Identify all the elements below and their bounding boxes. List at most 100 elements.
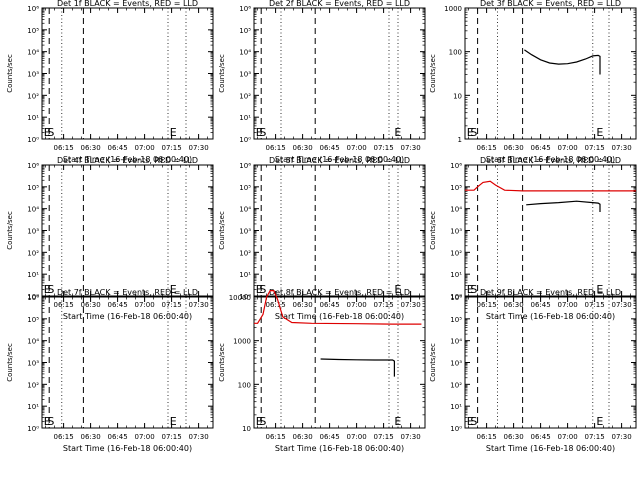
time-marker-label: E [170, 415, 177, 428]
time-marker-label: E [256, 415, 263, 428]
chart-title: Det 4f BLACK = Events, RED = LLD [57, 156, 198, 165]
y-tick-label: 10¹ [450, 271, 462, 279]
y-tick-label: 10¹ [239, 114, 251, 122]
lld-series-line [465, 180, 636, 192]
x-tick-label: 07:15 [374, 144, 394, 152]
time-marker-label: E [394, 415, 401, 428]
x-tick-label: 07:15 [585, 144, 605, 152]
chart-panel-2: Det 2f BLACK = Events, RED = LLD Start Ti… [218, 0, 426, 164]
y-tick-label: 10² [450, 249, 462, 257]
x-tick-label: 07:30 [401, 433, 421, 441]
y-tick-label: 10⁴ [27, 49, 39, 57]
x-axis-label: Start Time (16-Feb-18 06:00:40) [486, 312, 615, 321]
time-marker-label: S [470, 283, 477, 296]
x-tick-label: 06:45 [320, 301, 340, 309]
y-axis-label: Counts/sec [6, 54, 14, 93]
y-tick-label: 10⁰ [450, 425, 462, 433]
plot-frame [464, 164, 637, 297]
chart-title: Det 7f BLACK = Events, RED = LLD [57, 288, 198, 297]
x-axis-label: Start Time (16-Feb-18 06:00:40) [486, 155, 615, 164]
x-tick-label: 06:45 [531, 301, 551, 309]
x-tick-label: 06:15 [54, 433, 74, 441]
x-tick-label: 07:00 [347, 301, 367, 309]
y-tick-label: 10⁰ [450, 293, 462, 301]
x-tick-label: 07:30 [189, 433, 209, 441]
y-tick-label: 10⁴ [27, 206, 39, 214]
plot-frame [41, 164, 214, 297]
chart-panel-3: Det 3f BLACK = Events, RED = LLD Start Ti… [429, 0, 637, 164]
x-tick-label: 07:30 [612, 144, 632, 152]
x-tick-label: 06:15 [477, 301, 497, 309]
x-tick-label: 06:15 [266, 144, 286, 152]
x-axis-label: Start Time (16-Feb-18 06:00:40) [63, 155, 192, 164]
x-tick-label: 07:15 [374, 433, 394, 441]
y-tick-label: 10⁰ [239, 136, 251, 144]
x-tick-label: 07:00 [347, 144, 367, 152]
x-axis-label: Start Time (16-Feb-18 06:00:40) [275, 312, 404, 321]
y-tick-label: 1000 [444, 5, 462, 13]
x-tick-label: 07:30 [612, 433, 632, 441]
x-tick-label: 06:30 [293, 433, 313, 441]
chart-title: Det 2f BLACK = Events, RED = LLD [269, 0, 410, 8]
x-tick-label: 07:30 [401, 144, 421, 152]
x-tick-label: 06:30 [504, 433, 524, 441]
time-marker-label: S [47, 126, 54, 139]
events-series-line [526, 200, 601, 212]
y-tick-label: 10⁶ [27, 5, 39, 13]
y-tick-label: 10³ [27, 71, 39, 79]
x-tick-label: 06:30 [81, 433, 101, 441]
x-tick-label: 07:30 [189, 301, 209, 309]
time-marker-label: S [259, 126, 266, 139]
chart-title: Det 6f BLACK = Events, RED = LLD [480, 156, 621, 165]
y-tick-label: 10⁵ [27, 27, 39, 35]
x-axis-label: Start Time (16-Feb-18 06:00:40) [275, 155, 404, 164]
time-marker-label: E [44, 283, 51, 296]
time-marker-label: S [259, 415, 266, 428]
y-axis-label: Counts/sec [429, 54, 437, 93]
time-marker-label: E [596, 415, 603, 428]
y-tick-label: 10⁰ [239, 293, 251, 301]
y-tick-label: 10³ [239, 71, 251, 79]
time-marker-label: S [470, 126, 477, 139]
x-tick-label: 06:30 [293, 301, 313, 309]
x-tick-label: 06:45 [108, 301, 128, 309]
time-marker-label: E [44, 126, 51, 139]
y-tick-label: 10⁶ [239, 5, 251, 13]
y-tick-label: 10⁶ [27, 162, 39, 170]
x-axis-label: Start Time (16-Feb-18 06:00:40) [486, 444, 615, 453]
y-axis-label: Counts/sec [6, 343, 14, 382]
y-axis-label: Counts/sec [218, 211, 226, 250]
y-axis-label: Counts/sec [218, 343, 226, 382]
time-marker-label: E [467, 126, 474, 139]
x-tick-label: 06:15 [477, 433, 497, 441]
y-tick-label: 100 [238, 381, 251, 389]
x-tick-label: 07:00 [558, 144, 578, 152]
time-marker-label: S [470, 415, 477, 428]
x-tick-label: 06:15 [266, 301, 286, 309]
y-tick-label: 10² [450, 381, 462, 389]
y-tick-label: 10¹ [450, 403, 462, 411]
plot-frame [41, 7, 214, 140]
time-marker-label: E [170, 283, 177, 296]
y-tick-label: 10 [453, 92, 462, 100]
y-tick-label: 10⁶ [239, 162, 251, 170]
y-tick-label: 10⁴ [239, 49, 251, 57]
y-tick-label: 1000 [233, 338, 251, 346]
time-marker-label: E [467, 283, 474, 296]
plot-frame [253, 296, 426, 429]
x-tick-label: 06:45 [531, 433, 551, 441]
y-tick-label: 10⁵ [239, 27, 251, 35]
x-tick-label: 07:00 [135, 144, 155, 152]
y-tick-label: 10⁶ [450, 294, 462, 302]
y-tick-label: 10⁰ [27, 136, 39, 144]
y-tick-label: 10⁵ [239, 184, 251, 192]
y-tick-label: 10 [242, 425, 251, 433]
x-tick-label: 07:15 [374, 301, 394, 309]
y-tick-label: 10⁵ [450, 184, 462, 192]
plot-frame [253, 7, 426, 140]
y-tick-label: 10² [27, 381, 39, 389]
x-tick-label: 07:00 [135, 433, 155, 441]
